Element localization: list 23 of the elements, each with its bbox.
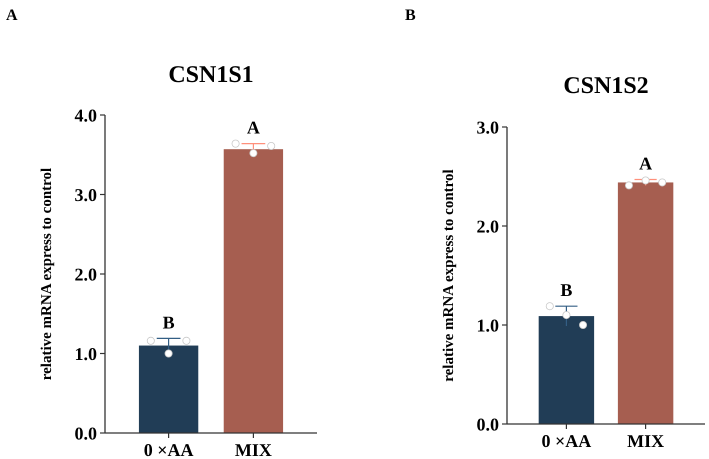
x-tick-label: 0 ×AA [542, 431, 592, 451]
y-tick-label: 1.0 [74, 344, 97, 364]
y-tick-label: 4.0 [74, 105, 97, 126]
y-tick-label: 3.0 [476, 117, 499, 138]
chart-title: CSN1S2 [563, 73, 649, 99]
annotation: B [162, 312, 175, 332]
x-tick-label: MIX [627, 431, 664, 451]
text: A [6, 7, 18, 24]
annotation: A [246, 118, 260, 138]
y-tick-label: 2.0 [476, 216, 499, 236]
chart-title: CSN1S1 [168, 62, 254, 88]
x-tick-label: MIX [234, 440, 272, 459]
y-tick-label: 0.0 [74, 423, 97, 444]
y-tick-label: 3.0 [74, 184, 97, 205]
x-tick-label: 0 ×AA [144, 440, 194, 459]
y-axis-title: relative mRNA express to control [39, 168, 55, 380]
text: B [405, 7, 416, 24]
annotation: B [560, 280, 572, 300]
annotation: A [639, 153, 652, 174]
y-tick-label: 1.0 [476, 315, 499, 336]
y-axis-title: relative mRNA express to control [441, 169, 457, 382]
y-tick-label: 0.0 [476, 414, 499, 434]
y-tick-label: 2.0 [74, 264, 97, 284]
